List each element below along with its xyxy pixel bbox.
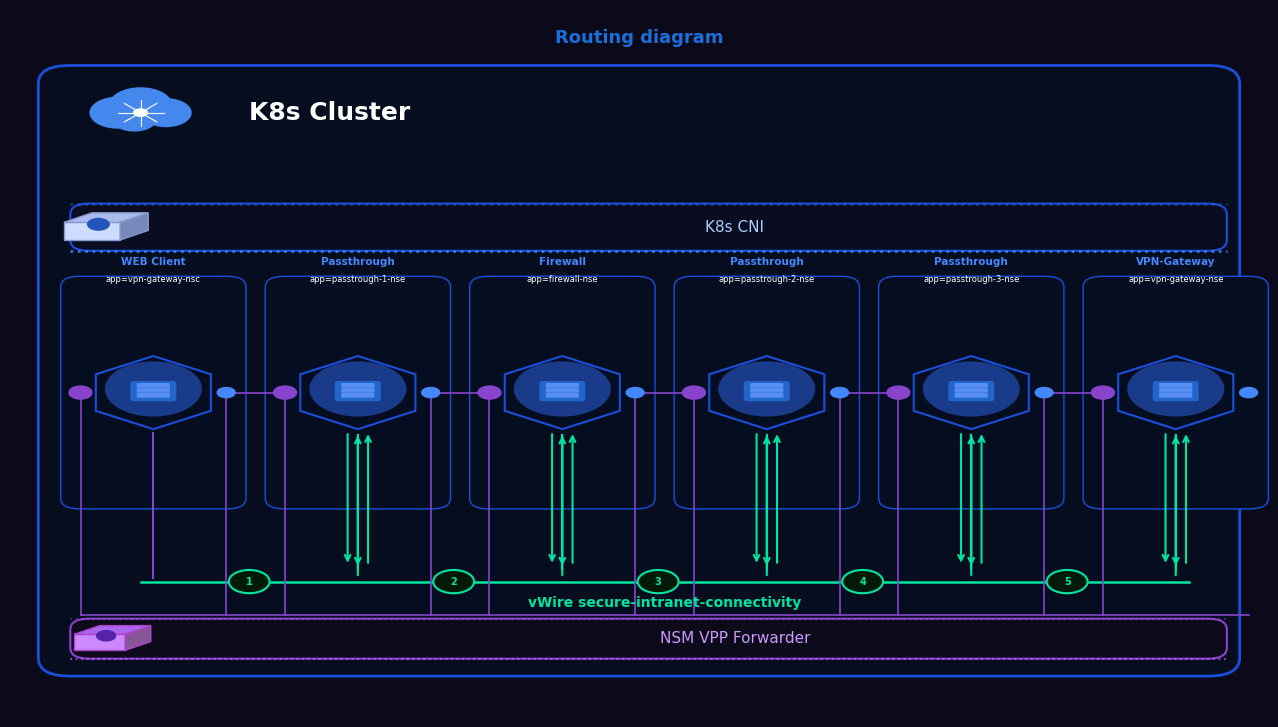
- FancyBboxPatch shape: [1084, 276, 1268, 509]
- Text: app=passtrough-1-nse: app=passtrough-1-nse: [309, 276, 406, 284]
- FancyBboxPatch shape: [675, 276, 859, 509]
- Circle shape: [1240, 387, 1258, 398]
- Text: 5: 5: [1063, 577, 1071, 587]
- Text: NSM VPP Forwarder: NSM VPP Forwarder: [659, 631, 810, 646]
- Polygon shape: [64, 213, 148, 222]
- Text: VPN-Gateway: VPN-Gateway: [1136, 257, 1215, 267]
- FancyBboxPatch shape: [38, 65, 1240, 676]
- Text: app=vpn-gateway-nsc: app=vpn-gateway-nsc: [106, 276, 201, 284]
- Polygon shape: [709, 356, 824, 429]
- Polygon shape: [125, 625, 151, 650]
- FancyBboxPatch shape: [137, 388, 170, 393]
- Text: K8s CNI: K8s CNI: [705, 220, 764, 235]
- FancyBboxPatch shape: [341, 393, 374, 398]
- FancyBboxPatch shape: [546, 393, 579, 398]
- FancyBboxPatch shape: [1159, 388, 1192, 393]
- Text: Routing diagram: Routing diagram: [555, 29, 723, 47]
- Text: app=passtrough-2-nse: app=passtrough-2-nse: [718, 276, 815, 284]
- Circle shape: [831, 387, 849, 398]
- FancyBboxPatch shape: [70, 204, 1227, 251]
- Circle shape: [842, 570, 883, 593]
- Polygon shape: [74, 634, 125, 650]
- Text: Firewall: Firewall: [539, 257, 585, 267]
- FancyBboxPatch shape: [750, 388, 783, 393]
- FancyBboxPatch shape: [744, 381, 790, 401]
- Circle shape: [422, 387, 440, 398]
- Circle shape: [1035, 387, 1053, 398]
- FancyBboxPatch shape: [137, 393, 170, 398]
- FancyBboxPatch shape: [750, 393, 783, 398]
- FancyBboxPatch shape: [1159, 393, 1192, 398]
- Circle shape: [718, 361, 815, 417]
- FancyBboxPatch shape: [335, 381, 381, 401]
- FancyBboxPatch shape: [879, 276, 1063, 509]
- Circle shape: [626, 387, 644, 398]
- FancyBboxPatch shape: [1153, 381, 1199, 401]
- Polygon shape: [505, 356, 620, 429]
- Polygon shape: [74, 625, 151, 634]
- FancyBboxPatch shape: [266, 276, 451, 509]
- Circle shape: [133, 108, 148, 117]
- Circle shape: [229, 570, 270, 593]
- Text: 2: 2: [450, 577, 458, 587]
- Circle shape: [111, 105, 157, 132]
- FancyBboxPatch shape: [70, 619, 1227, 659]
- FancyBboxPatch shape: [955, 388, 988, 393]
- FancyBboxPatch shape: [948, 381, 994, 401]
- FancyBboxPatch shape: [341, 383, 374, 387]
- Polygon shape: [300, 356, 415, 429]
- Circle shape: [105, 361, 202, 417]
- Polygon shape: [120, 213, 148, 240]
- Text: app=passtrough-3-nse: app=passtrough-3-nse: [923, 276, 1020, 284]
- Text: Passthrough: Passthrough: [934, 257, 1008, 267]
- Text: Passthrough: Passthrough: [730, 257, 804, 267]
- Polygon shape: [914, 356, 1029, 429]
- Circle shape: [887, 386, 910, 399]
- Text: 3: 3: [654, 577, 662, 587]
- Circle shape: [514, 361, 611, 417]
- Text: 1: 1: [245, 577, 253, 587]
- Circle shape: [109, 87, 173, 124]
- Text: 4: 4: [859, 577, 866, 587]
- FancyBboxPatch shape: [539, 381, 585, 401]
- Text: Passthrough: Passthrough: [321, 257, 395, 267]
- FancyBboxPatch shape: [955, 393, 988, 398]
- Text: app=firewall-nse: app=firewall-nse: [527, 276, 598, 284]
- FancyBboxPatch shape: [470, 276, 654, 509]
- FancyBboxPatch shape: [955, 383, 988, 387]
- Text: WEB Client: WEB Client: [121, 257, 185, 267]
- Circle shape: [217, 387, 235, 398]
- Circle shape: [96, 630, 116, 641]
- Circle shape: [1047, 570, 1088, 593]
- FancyBboxPatch shape: [546, 388, 579, 393]
- Circle shape: [141, 98, 192, 127]
- Text: K8s Cluster: K8s Cluster: [249, 100, 410, 125]
- FancyBboxPatch shape: [546, 383, 579, 387]
- Text: vWire secure-intranet-connectivity: vWire secure-intranet-connectivity: [528, 596, 801, 611]
- Circle shape: [682, 386, 705, 399]
- Circle shape: [273, 386, 296, 399]
- Circle shape: [433, 570, 474, 593]
- FancyBboxPatch shape: [341, 388, 374, 393]
- FancyBboxPatch shape: [61, 276, 245, 509]
- Circle shape: [1091, 386, 1114, 399]
- Polygon shape: [1118, 356, 1233, 429]
- Circle shape: [89, 97, 146, 129]
- Polygon shape: [64, 222, 120, 240]
- FancyBboxPatch shape: [750, 383, 783, 387]
- FancyBboxPatch shape: [137, 383, 170, 387]
- FancyBboxPatch shape: [130, 381, 176, 401]
- Polygon shape: [96, 356, 211, 429]
- Circle shape: [1127, 361, 1224, 417]
- FancyBboxPatch shape: [1159, 383, 1192, 387]
- Circle shape: [69, 386, 92, 399]
- Circle shape: [923, 361, 1020, 417]
- Circle shape: [478, 386, 501, 399]
- Circle shape: [87, 218, 110, 231]
- Circle shape: [309, 361, 406, 417]
- Circle shape: [638, 570, 679, 593]
- Text: app=vpn-gateway-nse: app=vpn-gateway-nse: [1128, 276, 1223, 284]
